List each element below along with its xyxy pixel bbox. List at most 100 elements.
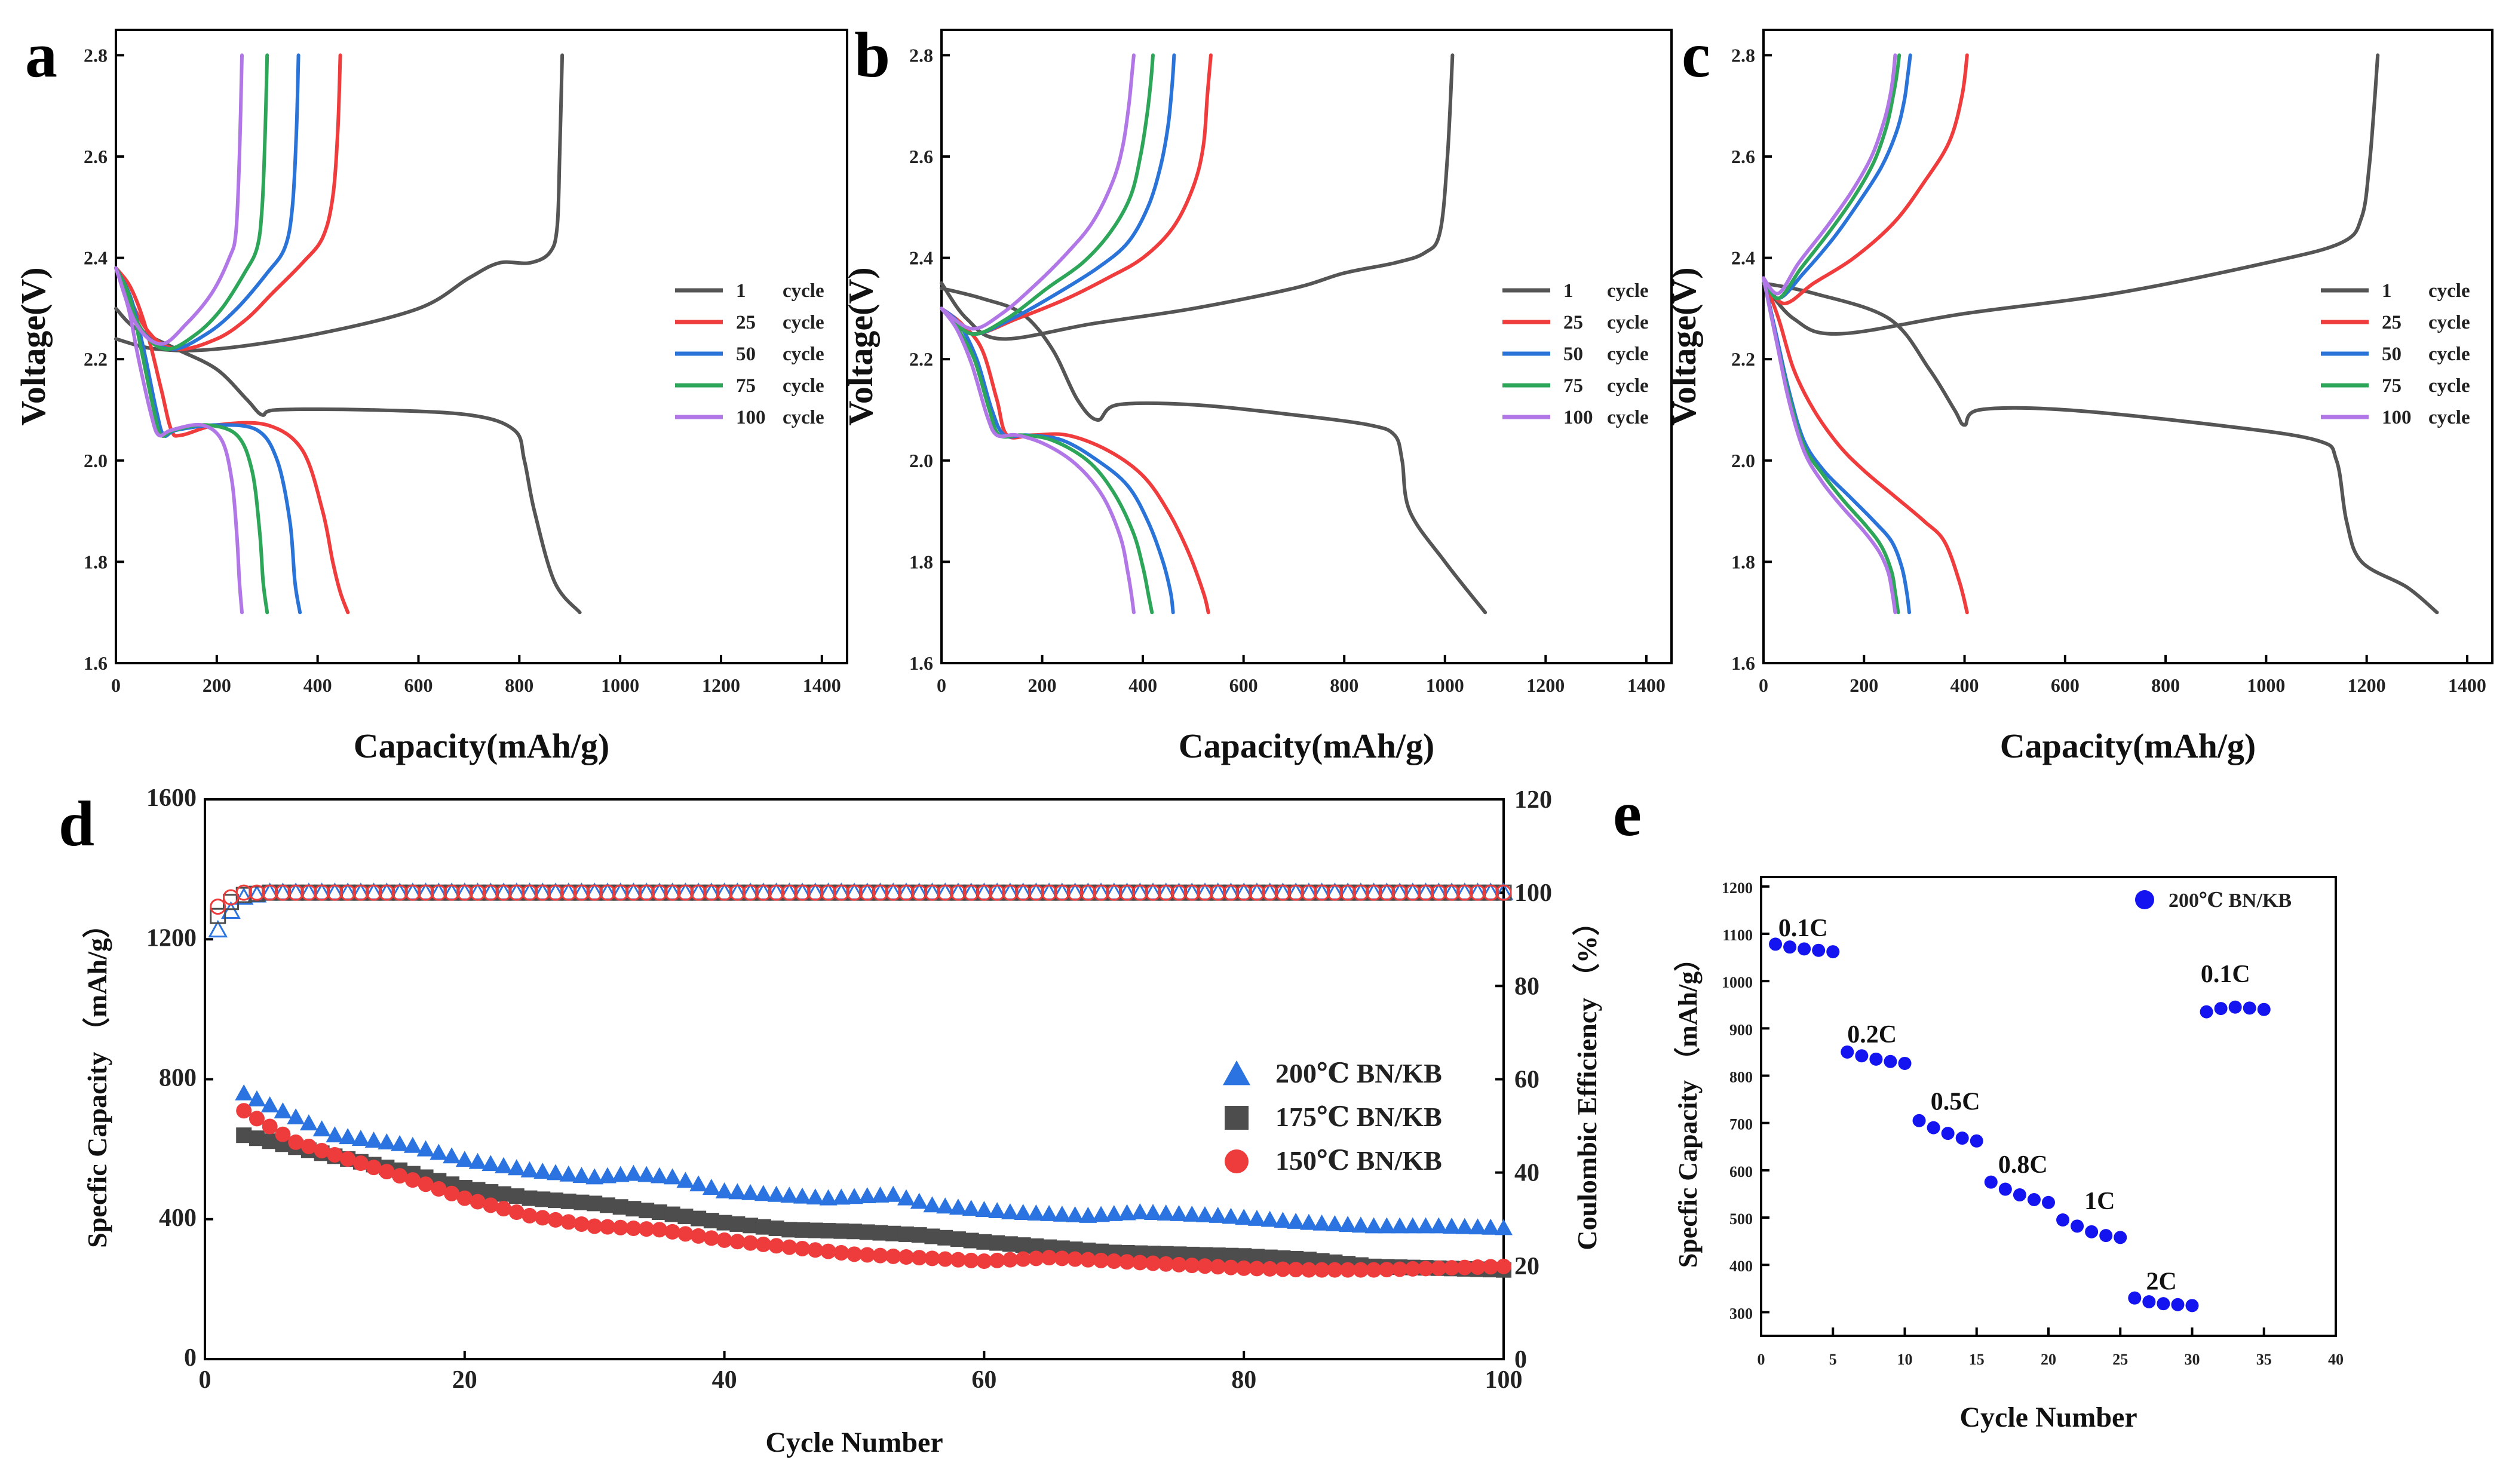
y-tick-label: 1.8 — [1731, 551, 1755, 572]
capacity-point — [1392, 1261, 1408, 1277]
capacity-point — [1430, 1217, 1448, 1234]
ce-point — [234, 887, 254, 905]
rate-point — [1855, 1049, 1869, 1063]
series-capacity-bn-150 — [236, 1103, 1511, 1278]
legend-cycle-number: 1 — [1563, 280, 1574, 302]
ce-point — [807, 884, 824, 901]
c-rate-label: 0.1C — [2201, 961, 2250, 988]
ce-point — [833, 884, 849, 901]
capacity-point — [314, 1142, 330, 1158]
panel-letter: b — [854, 20, 890, 91]
capacity-point — [495, 1157, 513, 1173]
capacity-point — [1287, 1212, 1305, 1229]
x-tick-label: 5 — [1829, 1351, 1837, 1368]
rate-point — [2171, 1298, 2185, 1311]
capacity-point — [1444, 1260, 1460, 1276]
ce-point — [404, 884, 421, 901]
capacity-point — [833, 1244, 849, 1261]
rate-point — [1783, 940, 1797, 954]
capacity-point — [989, 1235, 1005, 1251]
capacity-point — [858, 1187, 876, 1204]
capacity-point — [599, 1219, 615, 1235]
capacity-point — [1015, 1251, 1031, 1267]
y-tick-label: 2.8 — [909, 44, 933, 66]
y-tick-label: 2.0 — [1731, 450, 1755, 471]
ce-point — [1443, 884, 1460, 901]
capacity-point — [1210, 1259, 1226, 1275]
ce-point — [470, 884, 486, 901]
capacity-point — [572, 1167, 591, 1183]
x-tick-label: 30 — [2185, 1351, 2200, 1368]
capacity-point — [1105, 1205, 1123, 1221]
ce-point — [963, 884, 980, 901]
capacity-point — [483, 1184, 499, 1200]
capacity-point — [262, 1118, 278, 1135]
capacity-point — [443, 1147, 461, 1164]
capacity-point — [327, 1146, 343, 1163]
capacity-point — [885, 1225, 901, 1241]
y-tick-label: 2.2 — [909, 348, 933, 370]
panel-letter: a — [25, 20, 57, 91]
ce-point — [314, 884, 330, 901]
capacity-point — [392, 1168, 408, 1184]
capacity-point — [522, 1207, 538, 1224]
series-line-cycle-25 — [114, 53, 342, 351]
capacity-point — [1455, 1218, 1474, 1234]
y-axis-title: Specfic Capacity （mAh/g） — [1673, 945, 1703, 1268]
capacity-point — [1157, 1204, 1175, 1221]
rate-point — [1998, 1182, 2012, 1196]
x-tick-label: 400 — [1950, 674, 1979, 696]
ce-point — [1145, 884, 1161, 901]
legend-label: 150℃ BN/KB — [1275, 1145, 1442, 1176]
rate-point — [1841, 1045, 1854, 1059]
capacity-point — [1431, 1260, 1447, 1276]
capacity-point — [496, 1186, 512, 1202]
legend-cycle-number: 100 — [736, 407, 766, 428]
ce-point — [1015, 884, 1032, 901]
capacity-point — [612, 1199, 628, 1215]
legend-cycle-unit: cycle — [2428, 407, 2470, 428]
plot-frame — [115, 29, 848, 664]
series-line-cycle-1 — [114, 306, 582, 615]
capacity-point — [1041, 1250, 1057, 1266]
capacity-point — [1403, 1217, 1422, 1234]
capacity-point — [288, 1134, 304, 1150]
capacity-point — [1170, 1205, 1188, 1221]
capacity-point — [937, 1229, 953, 1246]
capacity-point — [677, 1209, 694, 1225]
capacity-point — [391, 1135, 409, 1151]
capacity-point — [897, 1189, 915, 1206]
legend-cycle-unit: cycle — [783, 407, 824, 428]
capacity-point — [755, 1219, 771, 1235]
ce-point — [534, 884, 551, 901]
capacity-point — [1066, 1206, 1084, 1222]
legend: 1 cycle 25 cycle 50 cycle 75 cycle 100 cycle — [675, 280, 824, 428]
ce-point — [210, 907, 226, 924]
capacity-point — [923, 1196, 941, 1213]
capacity-point — [1483, 1259, 1499, 1275]
series-line-cycle-100 — [1762, 53, 1897, 296]
series-line-cycle-25 — [1762, 276, 1969, 615]
ce-point — [859, 884, 876, 901]
capacity-point — [703, 1230, 719, 1246]
capacity-point — [924, 1250, 940, 1267]
capacity-point — [650, 1167, 668, 1183]
capacity-point — [1040, 1205, 1059, 1221]
capacity-point — [1468, 1218, 1487, 1235]
rate-point — [1984, 1175, 1998, 1189]
rate-point — [1941, 1127, 1955, 1140]
x-tick-label: 0 — [111, 674, 121, 696]
legend-cycle-number: 100 — [2382, 407, 2412, 428]
rate-point — [2027, 1192, 2041, 1206]
capacity-point — [262, 1133, 278, 1149]
capacity-point — [431, 1181, 447, 1197]
capacity-point — [560, 1214, 576, 1230]
capacity-point — [975, 1201, 993, 1218]
capacity-point — [795, 1240, 811, 1256]
legend-cycle-unit: cycle — [1607, 312, 1649, 333]
legend: 1 cycle 25 cycle 50 cycle 75 cycle 100 cycle — [1502, 280, 1649, 428]
rate-point — [1769, 937, 1783, 951]
legend-cycle-number: 75 — [736, 375, 756, 397]
ce-point — [1171, 884, 1187, 901]
series-line-cycle-25 — [1762, 53, 1969, 305]
